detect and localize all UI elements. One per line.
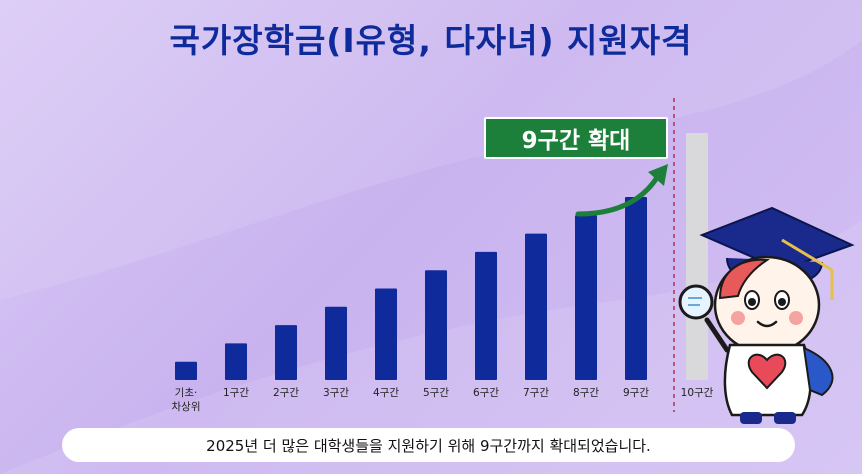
bar: [325, 306, 347, 380]
bar: [275, 325, 297, 380]
subtitle-caption: 2025년 더 많은 대학생들을 지원하기 위해 9구간까지 확대되었습니다.: [62, 428, 795, 462]
graduate-mascot-icon: [678, 206, 855, 424]
x-tick-label: 1구간: [223, 387, 249, 399]
bar: [175, 361, 197, 380]
x-tick-label: 차상위: [172, 400, 201, 413]
bar: [575, 215, 597, 380]
x-tick-label: 9구간: [623, 387, 649, 399]
x-tick-label: 3구간: [323, 387, 349, 399]
expansion-badge: 9구간 확대: [484, 117, 668, 159]
bar: [525, 233, 547, 380]
x-tick-label: 8구간: [573, 387, 599, 399]
x-tick-label: 5구간: [423, 387, 449, 399]
x-tick-label: 2구간: [273, 387, 299, 399]
x-tick-label: 4구간: [373, 387, 399, 399]
x-tick-label: 7구간: [523, 387, 549, 399]
bar: [375, 288, 397, 380]
bar: [625, 197, 647, 380]
bar: [475, 251, 497, 380]
growth-arrow-head: [648, 164, 668, 186]
bar: [225, 343, 247, 380]
page-title: 국가장학금(Ⅰ유형, 다자녀) 지원자격: [169, 21, 693, 60]
x-tick-label: 10구간: [681, 387, 714, 399]
growth-arrow-icon: [575, 173, 661, 217]
x-tick-label: 기초·: [175, 387, 198, 399]
x-tick-label: 6구간: [473, 387, 499, 399]
bar: [425, 270, 447, 380]
